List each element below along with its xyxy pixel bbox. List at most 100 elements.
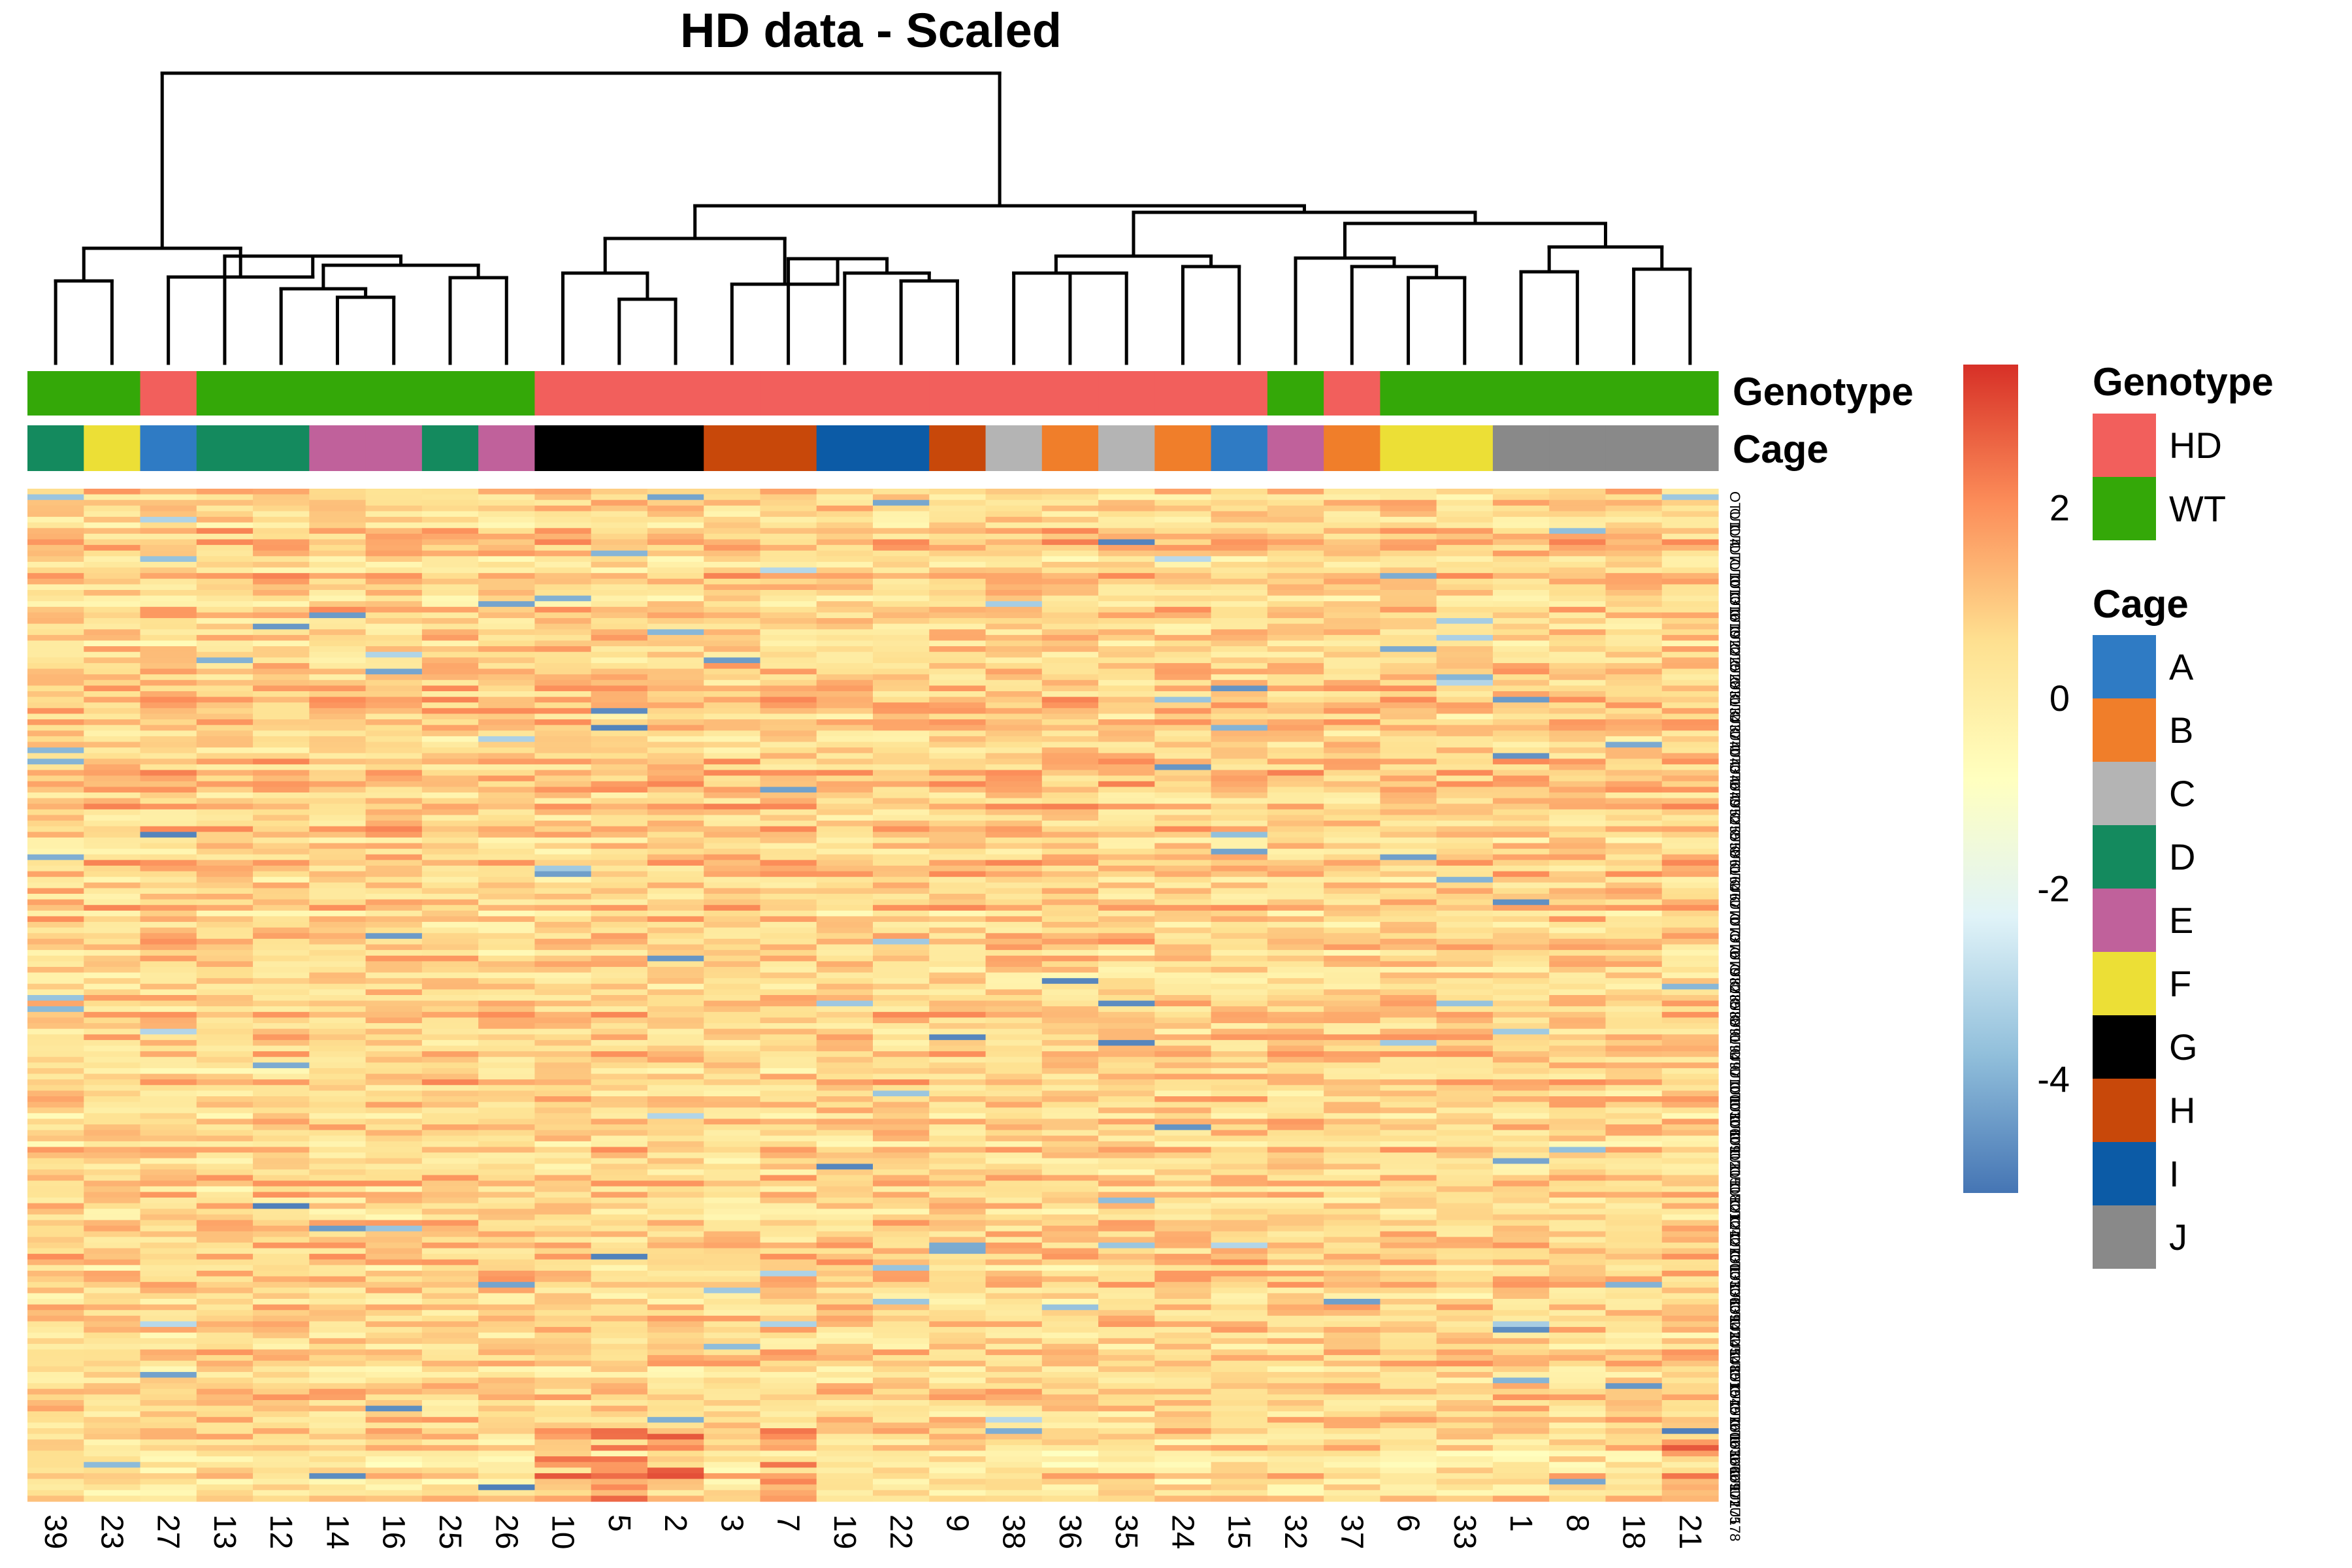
heatmap-cell bbox=[365, 1276, 423, 1282]
heatmap-cell bbox=[1661, 899, 1719, 906]
heatmap-cell bbox=[704, 916, 761, 923]
heatmap-cell bbox=[140, 1028, 197, 1035]
heatmap-cell bbox=[1436, 1383, 1494, 1390]
heatmap-cell bbox=[365, 955, 423, 962]
heatmap-cell bbox=[27, 505, 84, 512]
heatmap-cell bbox=[704, 871, 761, 877]
heatmap-cell bbox=[704, 1181, 761, 1187]
heatmap-cell bbox=[1380, 708, 1437, 715]
heatmap-cell bbox=[27, 674, 84, 681]
heatmap-cell bbox=[1211, 938, 1268, 945]
heatmap-cell bbox=[421, 1107, 479, 1114]
heatmap-cell bbox=[365, 854, 423, 860]
heatmap-cell bbox=[1605, 1034, 1663, 1041]
heatmap-cell bbox=[1436, 871, 1494, 877]
heatmap-cell bbox=[421, 1242, 479, 1249]
heatmap-cell bbox=[27, 821, 84, 827]
heatmap-cell bbox=[1549, 770, 1607, 776]
heatmap-cell bbox=[704, 905, 761, 911]
heatmap-cell bbox=[1436, 730, 1494, 737]
heatmap-cell bbox=[647, 922, 704, 928]
heatmap-cell bbox=[1211, 522, 1268, 529]
heatmap-cell bbox=[929, 826, 987, 832]
heatmap-cell bbox=[816, 567, 874, 574]
heatmap-cell bbox=[873, 1360, 930, 1367]
heatmap-cell bbox=[1436, 843, 1494, 849]
heatmap-cell bbox=[591, 1164, 648, 1170]
heatmap-cell bbox=[1380, 1287, 1437, 1294]
heatmap-cell bbox=[929, 719, 987, 726]
heatmap-cell bbox=[1154, 1175, 1212, 1181]
heatmap-cell bbox=[591, 950, 648, 956]
heatmap-cell bbox=[365, 933, 423, 939]
heatmap-cell bbox=[365, 781, 423, 787]
heatmap-cell bbox=[84, 955, 141, 962]
heatmap-cell bbox=[591, 849, 648, 855]
heatmap-cell bbox=[704, 1017, 761, 1024]
heatmap-cell bbox=[1492, 618, 1550, 625]
heatmap-cell bbox=[478, 691, 535, 698]
heatmap-cell bbox=[929, 961, 987, 968]
heatmap-cell bbox=[1267, 910, 1324, 917]
heatmap-cell bbox=[760, 776, 817, 782]
heatmap-cell bbox=[534, 1383, 592, 1390]
heatmap-cell bbox=[1098, 983, 1155, 990]
heatmap-cell bbox=[1492, 511, 1550, 517]
heatmap-cell bbox=[1211, 708, 1268, 715]
heatmap-cell bbox=[929, 927, 987, 934]
heatmap-cell bbox=[1661, 955, 1719, 962]
heatmap-cell bbox=[873, 972, 930, 979]
heatmap-cell bbox=[1154, 871, 1212, 877]
heatmap-cell bbox=[1098, 1226, 1155, 1232]
heatmap-cell bbox=[929, 696, 987, 703]
heatmap-cell bbox=[1154, 595, 1212, 602]
heatmap-cell bbox=[1549, 871, 1607, 877]
heatmap-cell bbox=[253, 922, 310, 928]
heatmap-cell bbox=[929, 1113, 987, 1120]
heatmap-cell bbox=[1549, 533, 1607, 540]
heatmap-cell bbox=[1436, 1265, 1494, 1271]
heatmap-cell bbox=[929, 601, 987, 608]
heatmap-cell bbox=[365, 561, 423, 568]
heatmap-cell bbox=[421, 1282, 479, 1288]
heatmap-cell bbox=[84, 1192, 141, 1198]
heatmap-cell bbox=[1549, 1366, 1607, 1373]
heatmap-cell bbox=[647, 1181, 704, 1187]
heatmap-cell bbox=[1492, 1310, 1550, 1316]
heatmap-cell bbox=[1098, 1265, 1155, 1271]
heatmap-cell bbox=[1549, 798, 1607, 804]
heatmap-cell bbox=[27, 1164, 84, 1170]
heatmap-cell bbox=[84, 1338, 141, 1345]
heatmap-cell bbox=[196, 1068, 253, 1075]
heatmap-cell bbox=[816, 657, 874, 664]
heatmap-cell bbox=[365, 792, 423, 799]
heatmap-cell bbox=[873, 1051, 930, 1058]
heatmap-cell bbox=[421, 578, 479, 585]
heatmap-cell bbox=[704, 1394, 761, 1401]
heatmap-cell bbox=[309, 584, 367, 591]
heatmap-cell bbox=[421, 1147, 479, 1153]
heatmap-cell bbox=[1267, 1023, 1324, 1030]
heatmap-cell bbox=[1605, 972, 1663, 979]
heatmap-cell bbox=[196, 1377, 253, 1384]
heatmap-cell bbox=[1267, 1175, 1324, 1181]
heatmap-cell bbox=[365, 1310, 423, 1316]
heatmap-cell bbox=[1605, 1310, 1663, 1316]
cage-cell bbox=[1661, 425, 1719, 471]
heatmap-cell bbox=[1098, 955, 1155, 962]
heatmap-cell bbox=[421, 719, 479, 726]
heatmap-cell bbox=[1267, 618, 1324, 625]
heatmap-cell bbox=[591, 578, 648, 585]
heatmap-cell bbox=[534, 736, 592, 743]
heatmap-cell bbox=[760, 567, 817, 574]
heatmap-cell bbox=[591, 955, 648, 962]
heatmap-cell bbox=[1436, 933, 1494, 939]
heatmap-cell bbox=[1041, 1000, 1099, 1007]
heatmap-cell bbox=[1605, 1169, 1663, 1176]
heatmap-cell bbox=[84, 1164, 141, 1170]
heatmap-cell bbox=[253, 1039, 310, 1047]
heatmap-cell bbox=[421, 494, 479, 500]
heatmap-cell bbox=[704, 995, 761, 1002]
heatmap-cell bbox=[253, 573, 310, 580]
heatmap-cell bbox=[929, 606, 987, 613]
